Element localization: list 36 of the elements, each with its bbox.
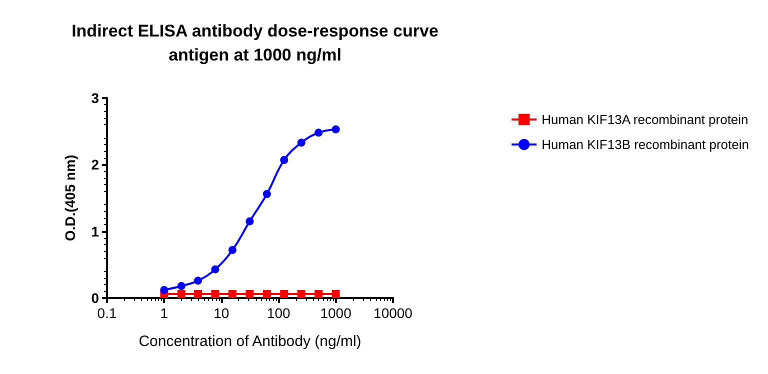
point bbox=[211, 265, 220, 274]
x-tick-label: 10 bbox=[214, 305, 230, 321]
x-tick-label: 1 bbox=[160, 305, 168, 321]
legend-label: Human KIF13A recombinant protein bbox=[542, 112, 748, 127]
x-tick-label: 100 bbox=[266, 305, 290, 321]
point bbox=[262, 290, 271, 298]
point bbox=[262, 190, 271, 198]
point bbox=[177, 282, 186, 290]
y-tick-label: 2 bbox=[91, 156, 100, 173]
point bbox=[332, 290, 340, 298]
point bbox=[246, 217, 254, 226]
y-tick-label: 0 bbox=[91, 290, 100, 306]
point bbox=[246, 290, 254, 298]
x-axis-title: Concentration of Antibody (ng/ml) bbox=[138, 333, 362, 350]
x-tick-label: 1000 bbox=[320, 305, 352, 321]
point bbox=[160, 286, 168, 294]
y-tick-label: 1 bbox=[91, 223, 100, 240]
point bbox=[194, 276, 202, 285]
y-axis-title: O.D.(405 nm) bbox=[62, 154, 78, 242]
point bbox=[211, 290, 220, 298]
x-tick-label: 10000 bbox=[374, 305, 413, 321]
point bbox=[297, 138, 306, 147]
y-tick-label: 3 bbox=[91, 90, 100, 106]
point bbox=[280, 290, 288, 298]
point bbox=[194, 290, 202, 298]
point bbox=[280, 156, 288, 164]
point bbox=[228, 290, 236, 298]
point bbox=[228, 246, 236, 254]
point bbox=[177, 290, 186, 298]
chart-title: Indirect ELISA antibody dose-response curve antigen at 1000 ng/ml bbox=[72, 22, 438, 64]
point bbox=[314, 128, 323, 137]
x-tick-label: 0.1 bbox=[97, 305, 117, 321]
point bbox=[332, 125, 340, 134]
point bbox=[297, 290, 306, 298]
legend-label: Human KIF13B recombinant protein bbox=[542, 137, 750, 152]
point bbox=[314, 290, 323, 298]
